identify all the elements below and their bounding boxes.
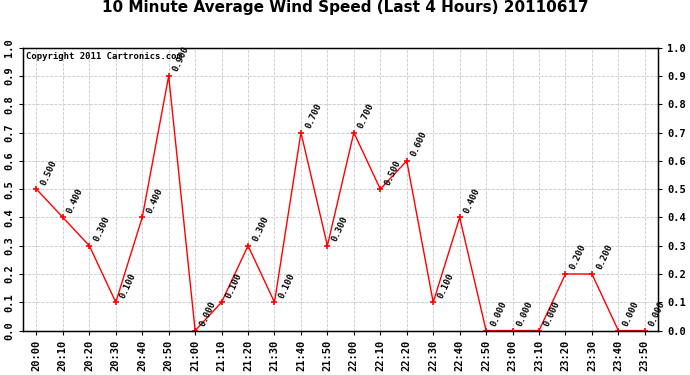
Text: 0.000: 0.000 xyxy=(515,300,535,328)
Text: 0.400: 0.400 xyxy=(462,186,482,214)
Text: 0.700: 0.700 xyxy=(357,102,376,130)
Text: 0.000: 0.000 xyxy=(198,300,217,328)
Text: 0.200: 0.200 xyxy=(569,243,588,271)
Text: 0.600: 0.600 xyxy=(410,130,429,158)
Text: 0.100: 0.100 xyxy=(436,272,455,300)
Text: 0.700: 0.700 xyxy=(304,102,323,130)
Text: 0.300: 0.300 xyxy=(92,215,112,243)
Text: 0.500: 0.500 xyxy=(39,158,59,186)
Text: 0.300: 0.300 xyxy=(251,215,270,243)
Text: 0.500: 0.500 xyxy=(383,158,402,186)
Text: 0.400: 0.400 xyxy=(66,186,85,214)
Text: 0.300: 0.300 xyxy=(331,215,350,243)
Text: Copyright 2011 Cartronics.com: Copyright 2011 Cartronics.com xyxy=(26,52,182,61)
Text: 0.100: 0.100 xyxy=(119,272,138,300)
Text: 0.000: 0.000 xyxy=(621,300,641,328)
Text: 0.000: 0.000 xyxy=(542,300,561,328)
Text: 0.900: 0.900 xyxy=(171,45,191,73)
Text: 0.400: 0.400 xyxy=(145,186,164,214)
Text: 0.000: 0.000 xyxy=(648,300,667,328)
Text: 0.100: 0.100 xyxy=(224,272,244,300)
Text: 0.000: 0.000 xyxy=(489,300,509,328)
Text: 0.100: 0.100 xyxy=(277,272,297,300)
Text: 0.200: 0.200 xyxy=(595,243,614,271)
Text: 10 Minute Average Wind Speed (Last 4 Hours) 20110617: 10 Minute Average Wind Speed (Last 4 Hou… xyxy=(101,0,589,15)
